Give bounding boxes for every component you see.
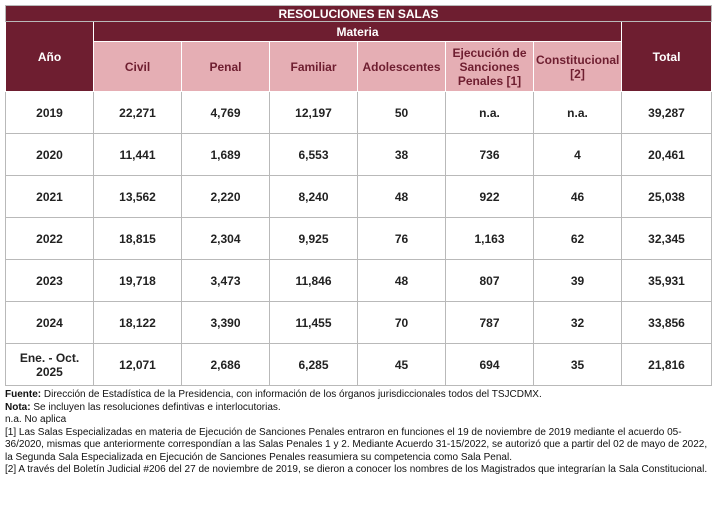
value-cell: 12,197 [269, 91, 358, 134]
value-cell: 39 [533, 259, 622, 302]
table-row: 2020 11,441 1,689 6,553 38 736 4 20,461 [5, 133, 713, 176]
value-cell: 33,856 [620, 301, 713, 344]
table: RESOLUCIONES EN SALAS Año Materia Total … [4, 5, 713, 386]
value-cell: n.a. [445, 91, 534, 134]
value-cell: 1,163 [445, 217, 534, 260]
value-cell: 4,769 [181, 91, 270, 134]
year-cell: 2024 [5, 301, 94, 344]
year-header: Año [5, 21, 94, 92]
table-row: 2021 13,562 2,220 8,240 48 922 46 25,038 [5, 175, 713, 218]
value-cell: 45 [357, 343, 446, 386]
note: Nota: Se incluyen las resoluciones defin… [5, 402, 711, 415]
note-label: Fuente: [5, 389, 42, 400]
year-cell: 2022 [5, 217, 94, 260]
value-cell: 2,220 [181, 175, 270, 218]
value-cell: 736 [445, 133, 534, 176]
table-title: RESOLUCIONES EN SALAS [4, 5, 713, 22]
table-row: 2024 18,122 3,390 11,455 70 787 32 33,856 [5, 301, 713, 344]
notes: Fuente: Dirección de Estadística de la P… [5, 389, 711, 477]
value-cell: 11,455 [269, 301, 358, 344]
value-cell: 39,287 [620, 91, 713, 134]
column-header: Constitucional [2] [533, 41, 622, 92]
value-cell: 21,816 [620, 343, 713, 386]
note: [2] A través del Boletín Judicial #206 d… [5, 464, 711, 477]
value-cell: 76 [357, 217, 446, 260]
group-header: Materia [93, 21, 622, 42]
value-cell: 11,441 [93, 133, 182, 176]
value-cell: 12,071 [93, 343, 182, 386]
value-cell: 22,271 [93, 91, 182, 134]
year-cell: 2023 [5, 259, 94, 302]
value-cell: 50 [357, 91, 446, 134]
year-cell: Ene. - Oct. 2025 [5, 343, 94, 386]
total-header: Total [620, 21, 713, 92]
column-header: Familiar [269, 41, 358, 92]
column-header: Penal [181, 41, 270, 92]
table-container: RESOLUCIONES EN SALAS Año Materia Total … [4, 5, 713, 477]
table-row: Ene. - Oct. 2025 12,071 2,686 6,285 45 694 35 2… [5, 343, 713, 386]
value-cell: 18,815 [93, 217, 182, 260]
column-header: Adolescentes [357, 41, 446, 92]
note-text: n.a. No aplica [5, 414, 67, 425]
value-cell: 32 [533, 301, 622, 344]
note-label: Nota: [5, 401, 31, 413]
value-cell: 32,345 [620, 217, 713, 260]
year-cell: 2021 [5, 175, 94, 218]
year-cell: 2019 [5, 91, 94, 134]
note: [1] Las Salas Especializadas en materia … [5, 427, 711, 465]
value-cell: 1,689 [181, 133, 270, 176]
note: Fuente: Dirección de Estadística de la P… [5, 389, 711, 402]
value-cell: 694 [445, 343, 534, 386]
value-cell: 46 [533, 175, 622, 218]
column-header: Civil [93, 41, 182, 92]
value-cell: 6,553 [269, 133, 358, 176]
value-cell: 2,686 [181, 343, 270, 386]
value-cell: 8,240 [269, 175, 358, 218]
value-cell: 13,562 [93, 175, 182, 218]
value-cell: 2,304 [181, 217, 270, 260]
note: n.a. No aplica [5, 414, 711, 427]
note-text: Se incluyen las resoluciones defintivas … [30, 401, 281, 413]
table-row: 2019 22,271 4,769 12,197 50 n.a. n.a. 39,287 [5, 91, 713, 134]
note-text: Dirección de Estadística de la Presidenc… [41, 389, 542, 400]
value-cell: 70 [357, 301, 446, 344]
value-cell: n.a. [533, 91, 622, 134]
value-cell: 6,285 [269, 343, 358, 386]
column-header: Ejecución de Sanciones Penales [1] [445, 41, 534, 92]
year-cell: 2020 [5, 133, 94, 176]
value-cell: 48 [357, 259, 446, 302]
value-cell: 35 [533, 343, 622, 386]
value-cell: 20,461 [620, 133, 713, 176]
value-cell: 38 [357, 133, 446, 176]
value-cell: 3,473 [181, 259, 270, 302]
value-cell: 48 [357, 175, 446, 218]
value-cell: 3,390 [181, 301, 270, 344]
value-cell: 9,925 [269, 217, 358, 260]
table-row: 2022 18,815 2,304 9,925 76 1,163 62 32,345 [5, 217, 713, 260]
value-cell: 35,931 [620, 259, 713, 302]
table-row: 2023 19,718 3,473 11,846 48 807 39 35,931 [5, 259, 713, 302]
value-cell: 4 [533, 133, 622, 176]
value-cell: 25,038 [620, 175, 713, 218]
value-cell: 11,846 [269, 259, 358, 302]
value-cell: 922 [445, 175, 534, 218]
value-cell: 19,718 [93, 259, 182, 302]
note-text: [1] Las Salas Especializadas en materia … [5, 426, 708, 463]
note-text: [2] A través del Boletín Judicial #206 d… [5, 464, 708, 475]
value-cell: 62 [533, 217, 622, 260]
value-cell: 18,122 [93, 301, 182, 344]
value-cell: 787 [445, 301, 534, 344]
value-cell: 807 [445, 259, 534, 302]
